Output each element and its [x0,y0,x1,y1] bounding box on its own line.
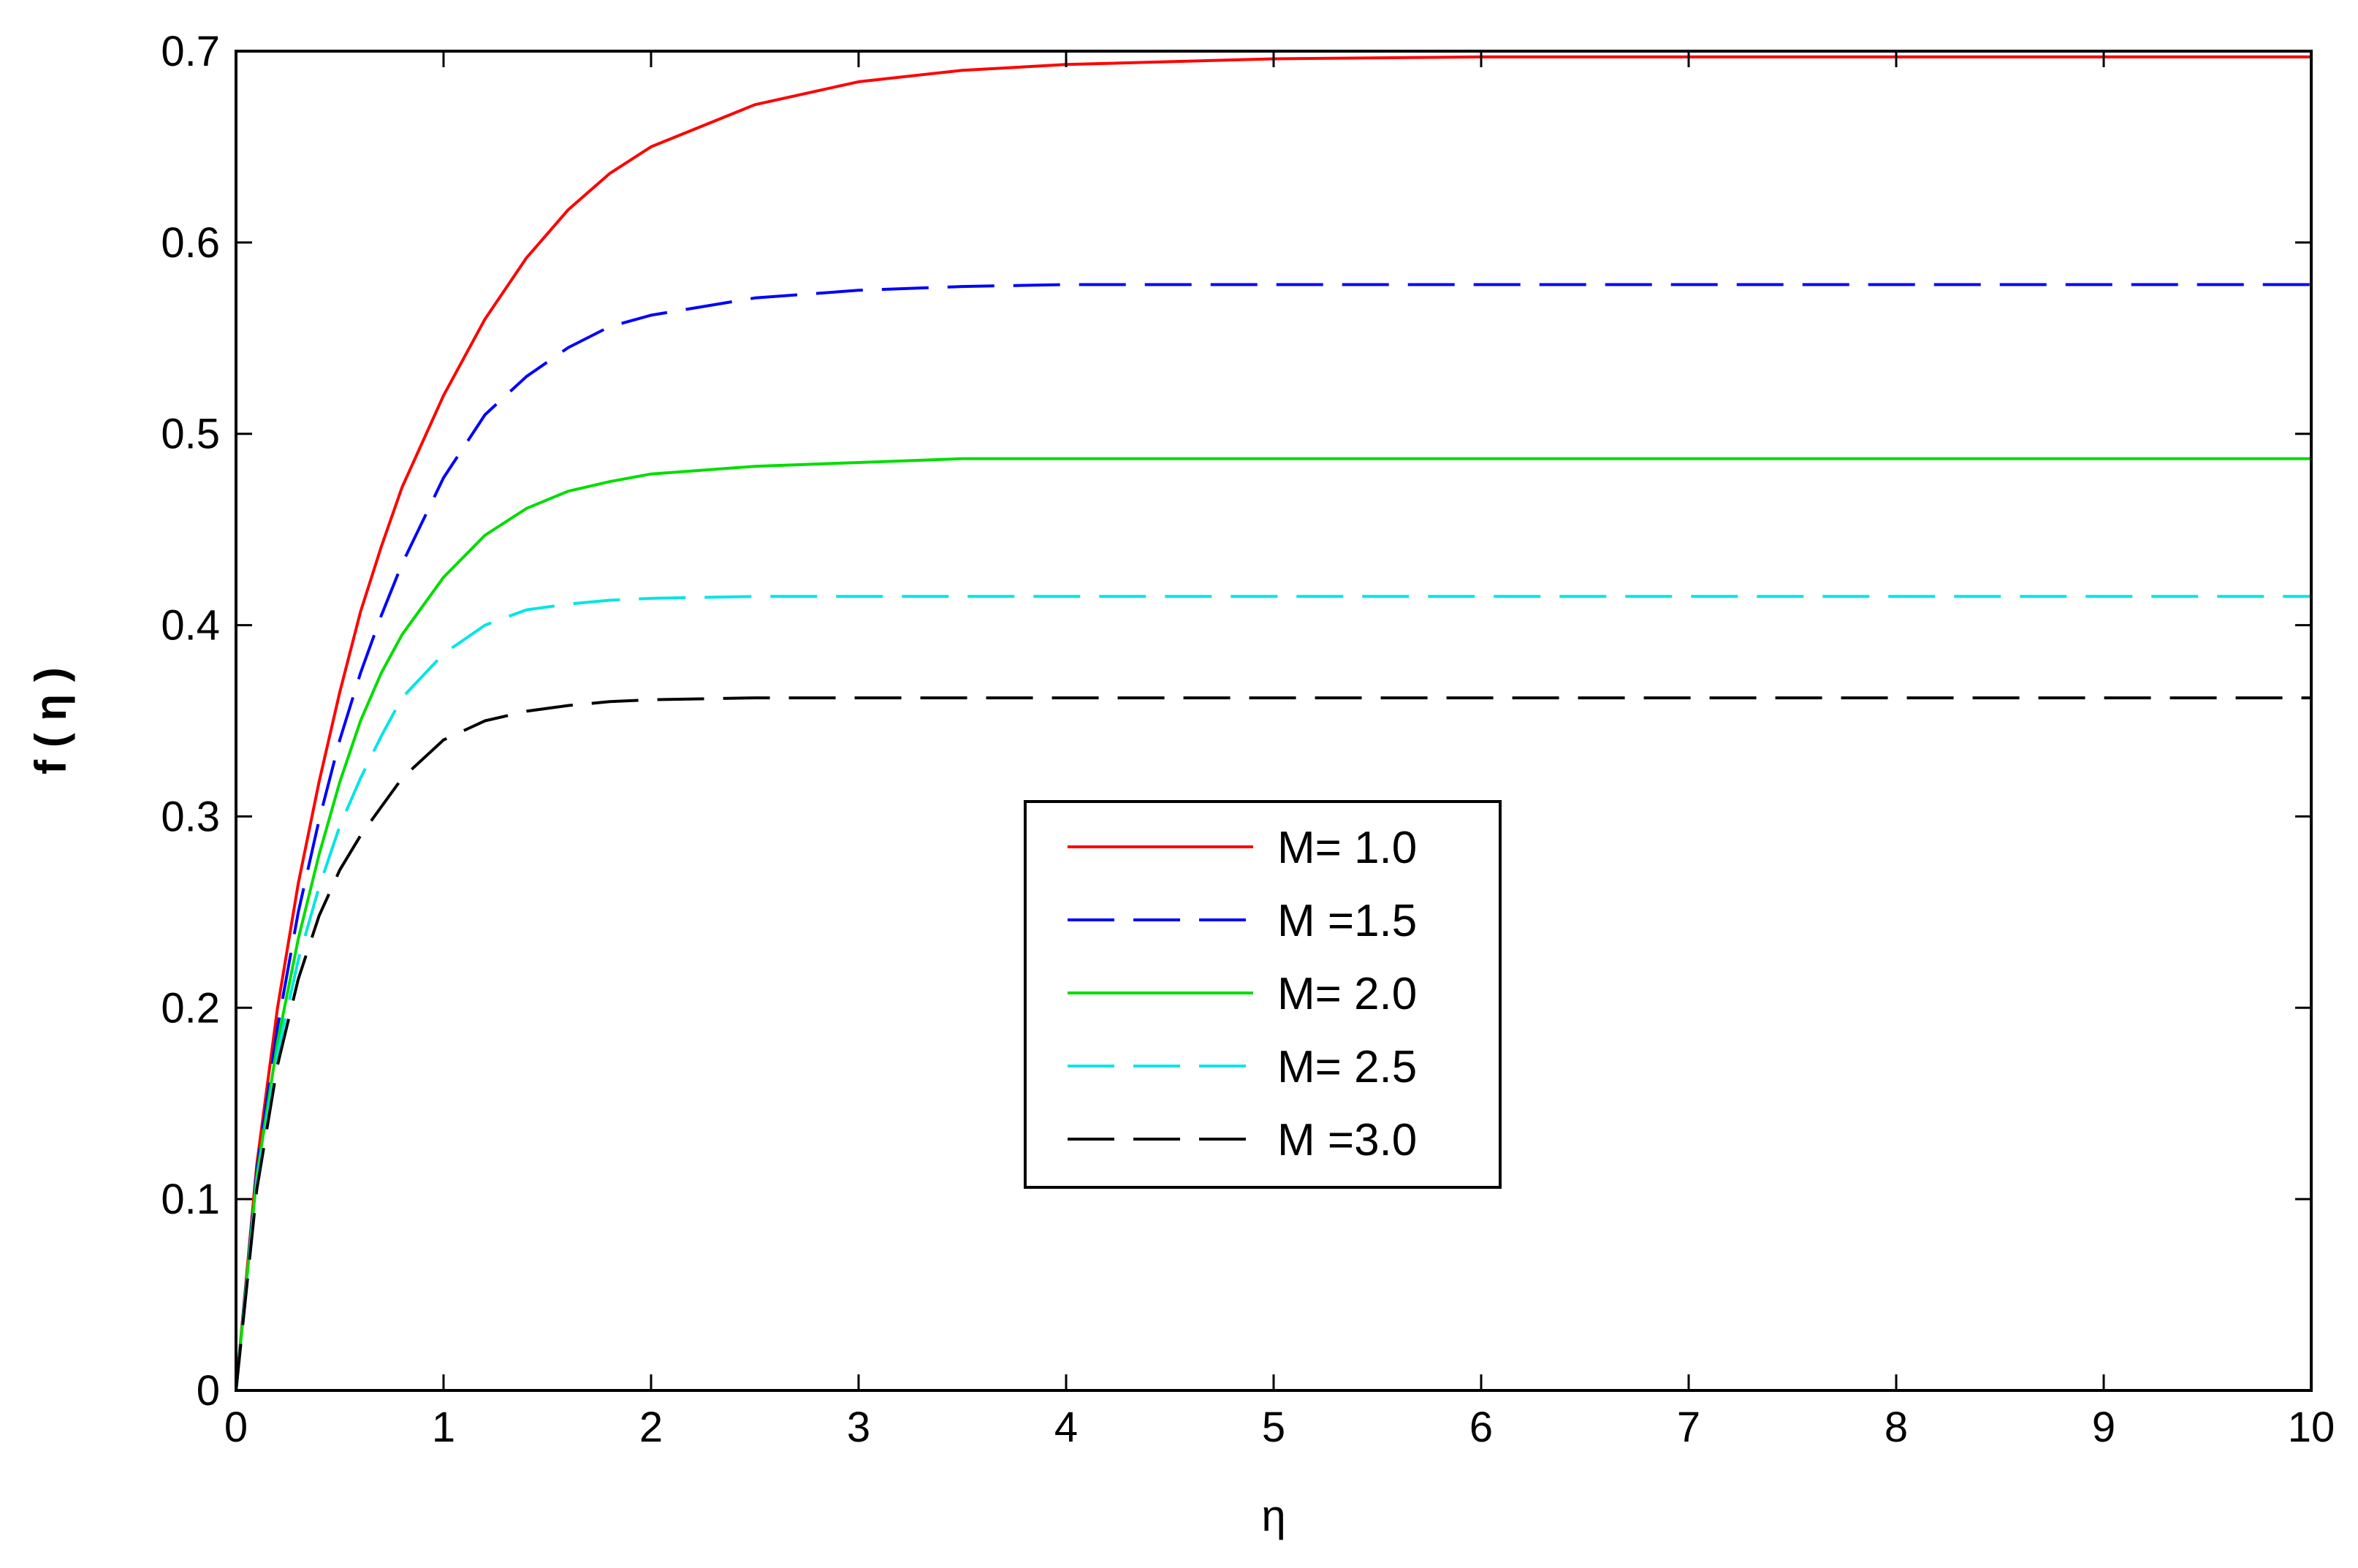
x-axis-label: η [1261,1491,1285,1540]
axes-layer: 0 1 2 3 4 5 6 7 8 9 10 0 0.1 0.2 0.3 0.4 0.5 0.6 0.7 [161,28,2335,1451]
y-tick-label: 0 [197,1367,220,1415]
legend-label-1: M= 1.0 [1277,823,1417,873]
legend: M= 1.0 M =1.5 M= 2.0 M= 2.5 M =3.0 [1024,800,1502,1189]
x-tick-label: 9 [2092,1404,2115,1451]
series-line-5 [235,696,2311,1391]
y-tick-label: 0.5 [161,411,220,458]
plot-area [236,51,2311,1390]
plot-background [236,51,2311,1390]
y-tick-label: 0.4 [161,602,220,650]
legend-label-5: M =3.0 [1277,1115,1417,1165]
x-tick-label: 4 [1054,1404,1078,1451]
x-tick-label: 5 [1262,1404,1285,1451]
y-tick-label: 0.1 [161,1176,220,1223]
y-tick-label: 0.6 [161,219,220,267]
y-tick-label: 0.3 [161,793,220,840]
x-tick-label: 0 [224,1404,248,1451]
x-tick-label: 8 [1885,1404,1908,1451]
x-tick-label: 3 [847,1404,870,1451]
x-tick-label: 2 [639,1404,663,1451]
legend-label-2: M =1.5 [1277,896,1417,946]
series-line-2 [235,283,2311,1391]
series-line-3 [235,457,2311,1391]
y-tick-label: 0.7 [161,28,220,75]
x-tick-label: 1 [432,1404,455,1451]
legend-label-3: M= 2.0 [1277,969,1417,1019]
x-tick-label: 7 [1677,1404,1700,1451]
y-axis-label: f ( η ) [26,667,75,775]
x-tick-label: 6 [1469,1404,1493,1451]
x-tick-label: 10 [2288,1404,2335,1451]
legend-label-4: M= 2.5 [1277,1042,1417,1092]
y-tick-label: 0.2 [161,984,220,1032]
